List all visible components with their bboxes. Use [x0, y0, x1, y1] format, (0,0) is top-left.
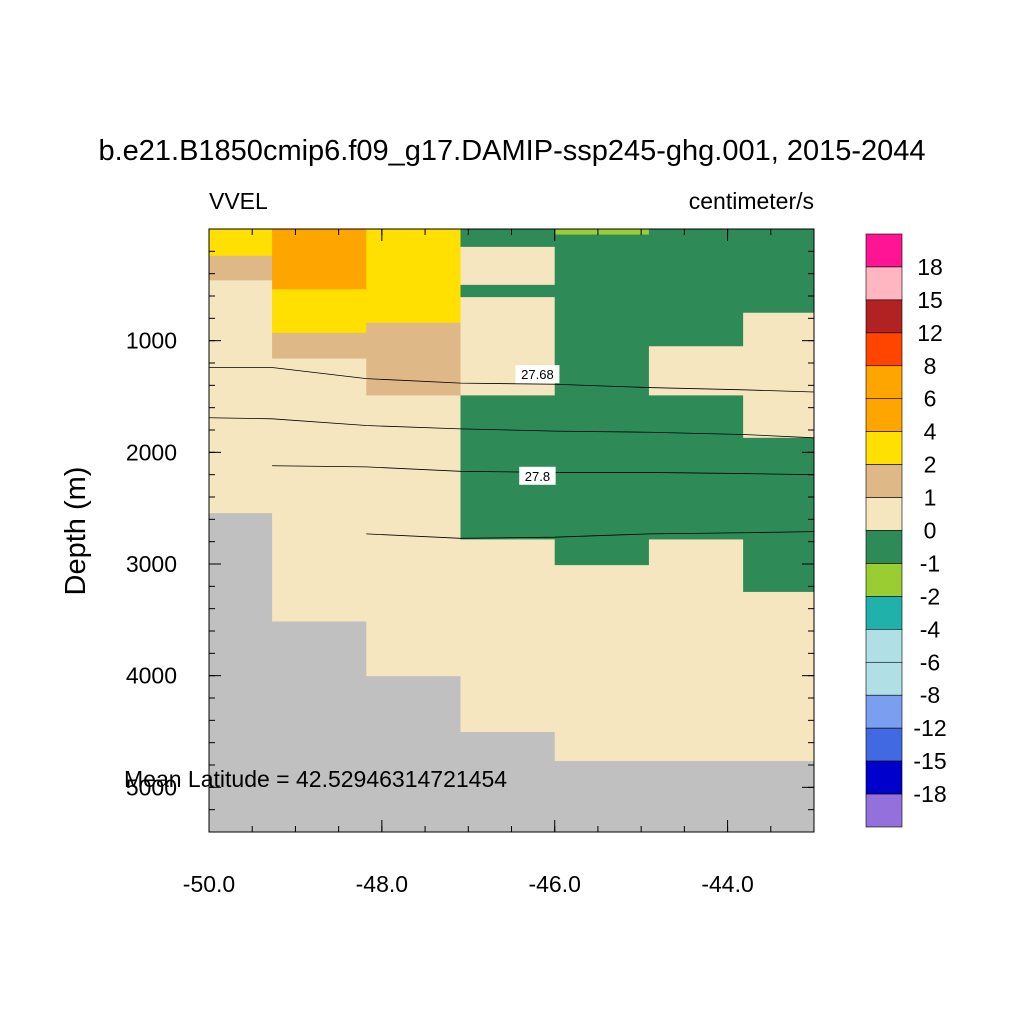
data-cell [209, 255, 273, 281]
data-cell [648, 395, 744, 540]
colorbar: 18 15 12 8 6 4 2 1 0 -1 -2 -4 -6 -8 -12 -15 -18 [865, 233, 947, 828]
data-cell [272, 358, 367, 622]
colorbar-swatch [865, 596, 903, 630]
y-tick-label: 1000 [126, 328, 177, 354]
y-axis-label: Depth (m) [60, 467, 92, 596]
colorbar-label: 6 [924, 386, 937, 412]
contour-label: 27.8 [525, 469, 550, 484]
colorbar-label: -12 [913, 715, 946, 741]
colorbar-label: 8 [924, 353, 937, 379]
land-cell [460, 731, 555, 832]
colorbar-label: -8 [920, 682, 940, 708]
data-cell [209, 241, 273, 257]
colorbar-swatch [865, 266, 903, 301]
mean-latitude-annotation: Mean Latitude = 42.52946314721454 [124, 766, 507, 792]
contour-label-box [519, 466, 556, 485]
colorbar-label: 15 [917, 287, 943, 313]
variable-label: VVEL [209, 188, 268, 214]
data-cell [743, 591, 815, 762]
colorbar-label: 18 [917, 254, 943, 280]
colorbar-label: 1 [924, 485, 937, 511]
colorbar-swatch [865, 530, 903, 564]
contour-label: 27.68 [521, 367, 554, 382]
x-tick-label: -46.0 [528, 871, 580, 897]
colorbar-label: -2 [920, 583, 940, 609]
colorbar-label: -1 [920, 550, 940, 576]
data-cell [272, 332, 367, 360]
data-cell [743, 437, 815, 593]
colorbar-swatch [865, 760, 903, 795]
data-cell [272, 289, 367, 334]
data-cell [460, 246, 556, 286]
data-cell [209, 280, 273, 514]
data-cell [460, 229, 556, 248]
y-tick-label: 2000 [126, 439, 177, 465]
data-cell [366, 229, 462, 324]
land-cell [366, 675, 461, 832]
colorbar-swatch [865, 563, 903, 597]
data-cell [648, 539, 744, 762]
contour-line [366, 531, 815, 539]
plot-area: 27.68 27.8 [208, 229, 815, 832]
x-tick-label: -44.0 [701, 871, 753, 897]
colorbar-label: 2 [924, 452, 937, 478]
y-tick-label: 4000 [126, 663, 177, 689]
colorbar-label: -4 [920, 616, 941, 642]
colorbar-swatch [865, 299, 903, 334]
land-cell [272, 620, 367, 832]
data-cell [554, 229, 650, 236]
colorbar-swatch [865, 431, 903, 465]
axes: -50.0 -48.0 -46.0 -44.0 1000 2000 3000 4000 5000 [126, 228, 815, 897]
data-cell [743, 312, 815, 439]
colorbar-swatch [865, 793, 903, 828]
data-cell [554, 234, 650, 566]
contour-line [209, 367, 815, 393]
colorbar-swatch [865, 694, 903, 729]
data-cell [366, 322, 462, 396]
data-cell [209, 229, 273, 242]
colorbar-swatch [865, 464, 903, 498]
data-cell [460, 284, 556, 298]
chart-title: b.e21.B1850cmip6.f09_g17.DAMIP-ssp245-gh… [98, 135, 925, 167]
contour-line [208, 417, 815, 439]
colorbar-swatch [865, 727, 903, 762]
units-label: centimeter/s [689, 188, 814, 214]
colorbar-label: -6 [920, 649, 940, 675]
x-tick-label: -48.0 [356, 871, 408, 897]
colorbar-swatch [865, 661, 903, 696]
colorbar-swatch [865, 365, 903, 400]
y-tick-label: 5000 [126, 774, 177, 800]
colorbar-label: -15 [913, 748, 946, 774]
colorbar-label: -18 [913, 781, 946, 807]
land-cell [209, 512, 273, 832]
data-cell [743, 229, 815, 314]
colorbar-label: 0 [924, 518, 937, 544]
contour-label-box [515, 365, 560, 384]
colorbar-swatch [865, 398, 903, 432]
colorbar-label: 12 [917, 320, 943, 346]
colorbar-label: 4 [924, 419, 937, 445]
data-cell [554, 565, 650, 762]
colorbar-swatch [865, 233, 903, 268]
land-cell [554, 760, 814, 832]
y-tick-label: 3000 [126, 551, 177, 577]
x-tick-label: -50.0 [183, 871, 235, 897]
colorbar-swatch [865, 332, 903, 367]
data-cell [648, 229, 744, 347]
data-cell [460, 539, 556, 732]
colorbar-swatch [865, 629, 903, 663]
colorbar-swatch [865, 497, 903, 531]
data-cell [272, 229, 367, 290]
